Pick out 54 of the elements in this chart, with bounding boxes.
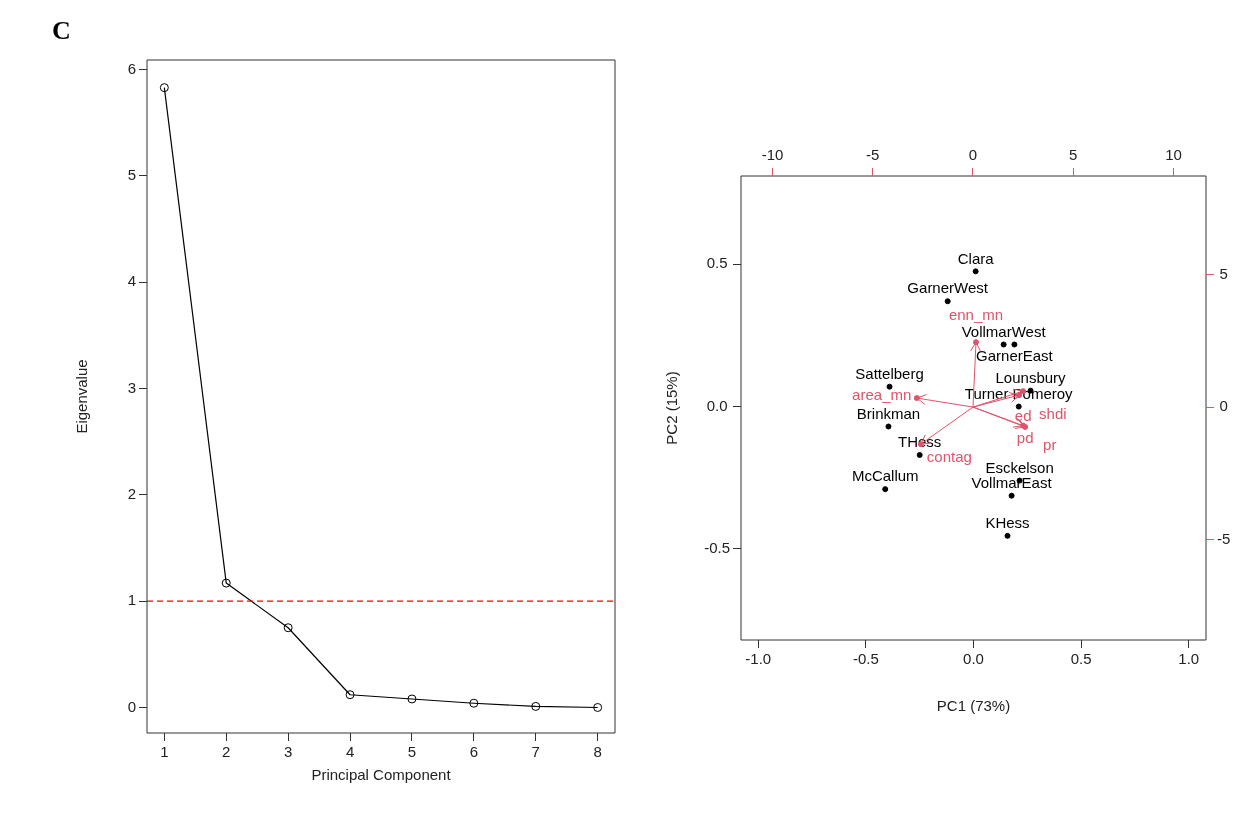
x-tick-label: -1.0 [745,650,772,668]
data-label: Sattelberg [855,364,924,382]
data-label: VollmarEast [971,473,1053,491]
x-tick-label: 1 [160,743,169,761]
x-tick-label: 0.0 [963,650,984,668]
data-label: pd [1016,429,1034,447]
data-label: GarnerWest [907,279,989,297]
data-label: Esckelson [985,458,1054,476]
x-tick-label: 6 [469,743,479,761]
y-tick-label: -0.5 [704,539,731,557]
x-axis-title: Principal Component [311,766,452,784]
x-tick-label: -10 [761,146,784,164]
data-label: shdi [1039,405,1067,423]
x-tick-label: 5 [407,743,417,761]
y-tick-label: 1 [127,591,136,609]
text: C [52,16,71,46]
y2-tick-label: 5 [1219,264,1228,282]
x-tick-label: 1.0 [1178,650,1200,668]
data-label: area_mn [852,386,912,404]
y-tick-label: 3 [127,378,136,396]
y2-tick-label: 0 [1219,397,1228,415]
x-tick-label: 7 [531,743,540,761]
x-tick-label: -5 [866,146,880,164]
data-label: McCallum [851,467,919,485]
x-tick-label: 5 [1069,146,1078,164]
y2-tick-label: -5 [1217,529,1231,547]
data-label: Brinkman [856,404,921,422]
y-tick-label: 6 [127,59,136,77]
y-tick-label: 4 [127,272,136,290]
x-tick-label: 2 [222,743,231,761]
y-tick-label: 0 [127,697,136,715]
y-tick-label: 0.5 [706,254,728,272]
x-tick-label: -0.5 [852,650,879,668]
data-label: enn_mn [948,306,1004,324]
x-tick-label: 0.5 [1070,650,1092,668]
data-label: contag [926,448,972,466]
y-tick-label: 0.0 [706,396,728,414]
data-label: Clara [957,249,995,267]
data-label: VollmarWest [961,322,1047,340]
data-label: ed [1014,407,1032,425]
x-tick-label: 8 [593,743,602,761]
y-tick-label: 5 [127,166,136,184]
x-axis-title: PC1 (73%) [936,697,1011,715]
data-label: KHess [985,513,1030,531]
y-tick-label: 2 [127,484,136,502]
data-label: Lounsbury [995,368,1067,386]
y-axis-title: PC2 (15%) [663,371,681,445]
y-axis-title: Eigenvalue [73,359,91,434]
x-tick-label: 4 [345,743,355,761]
x-tick-label: 3 [283,743,293,761]
x-tick-label: 0 [968,146,978,164]
data-label: pr [1043,435,1057,453]
x-tick-label: 10 [1165,146,1182,164]
data-label: GarnerEast [976,346,1054,364]
